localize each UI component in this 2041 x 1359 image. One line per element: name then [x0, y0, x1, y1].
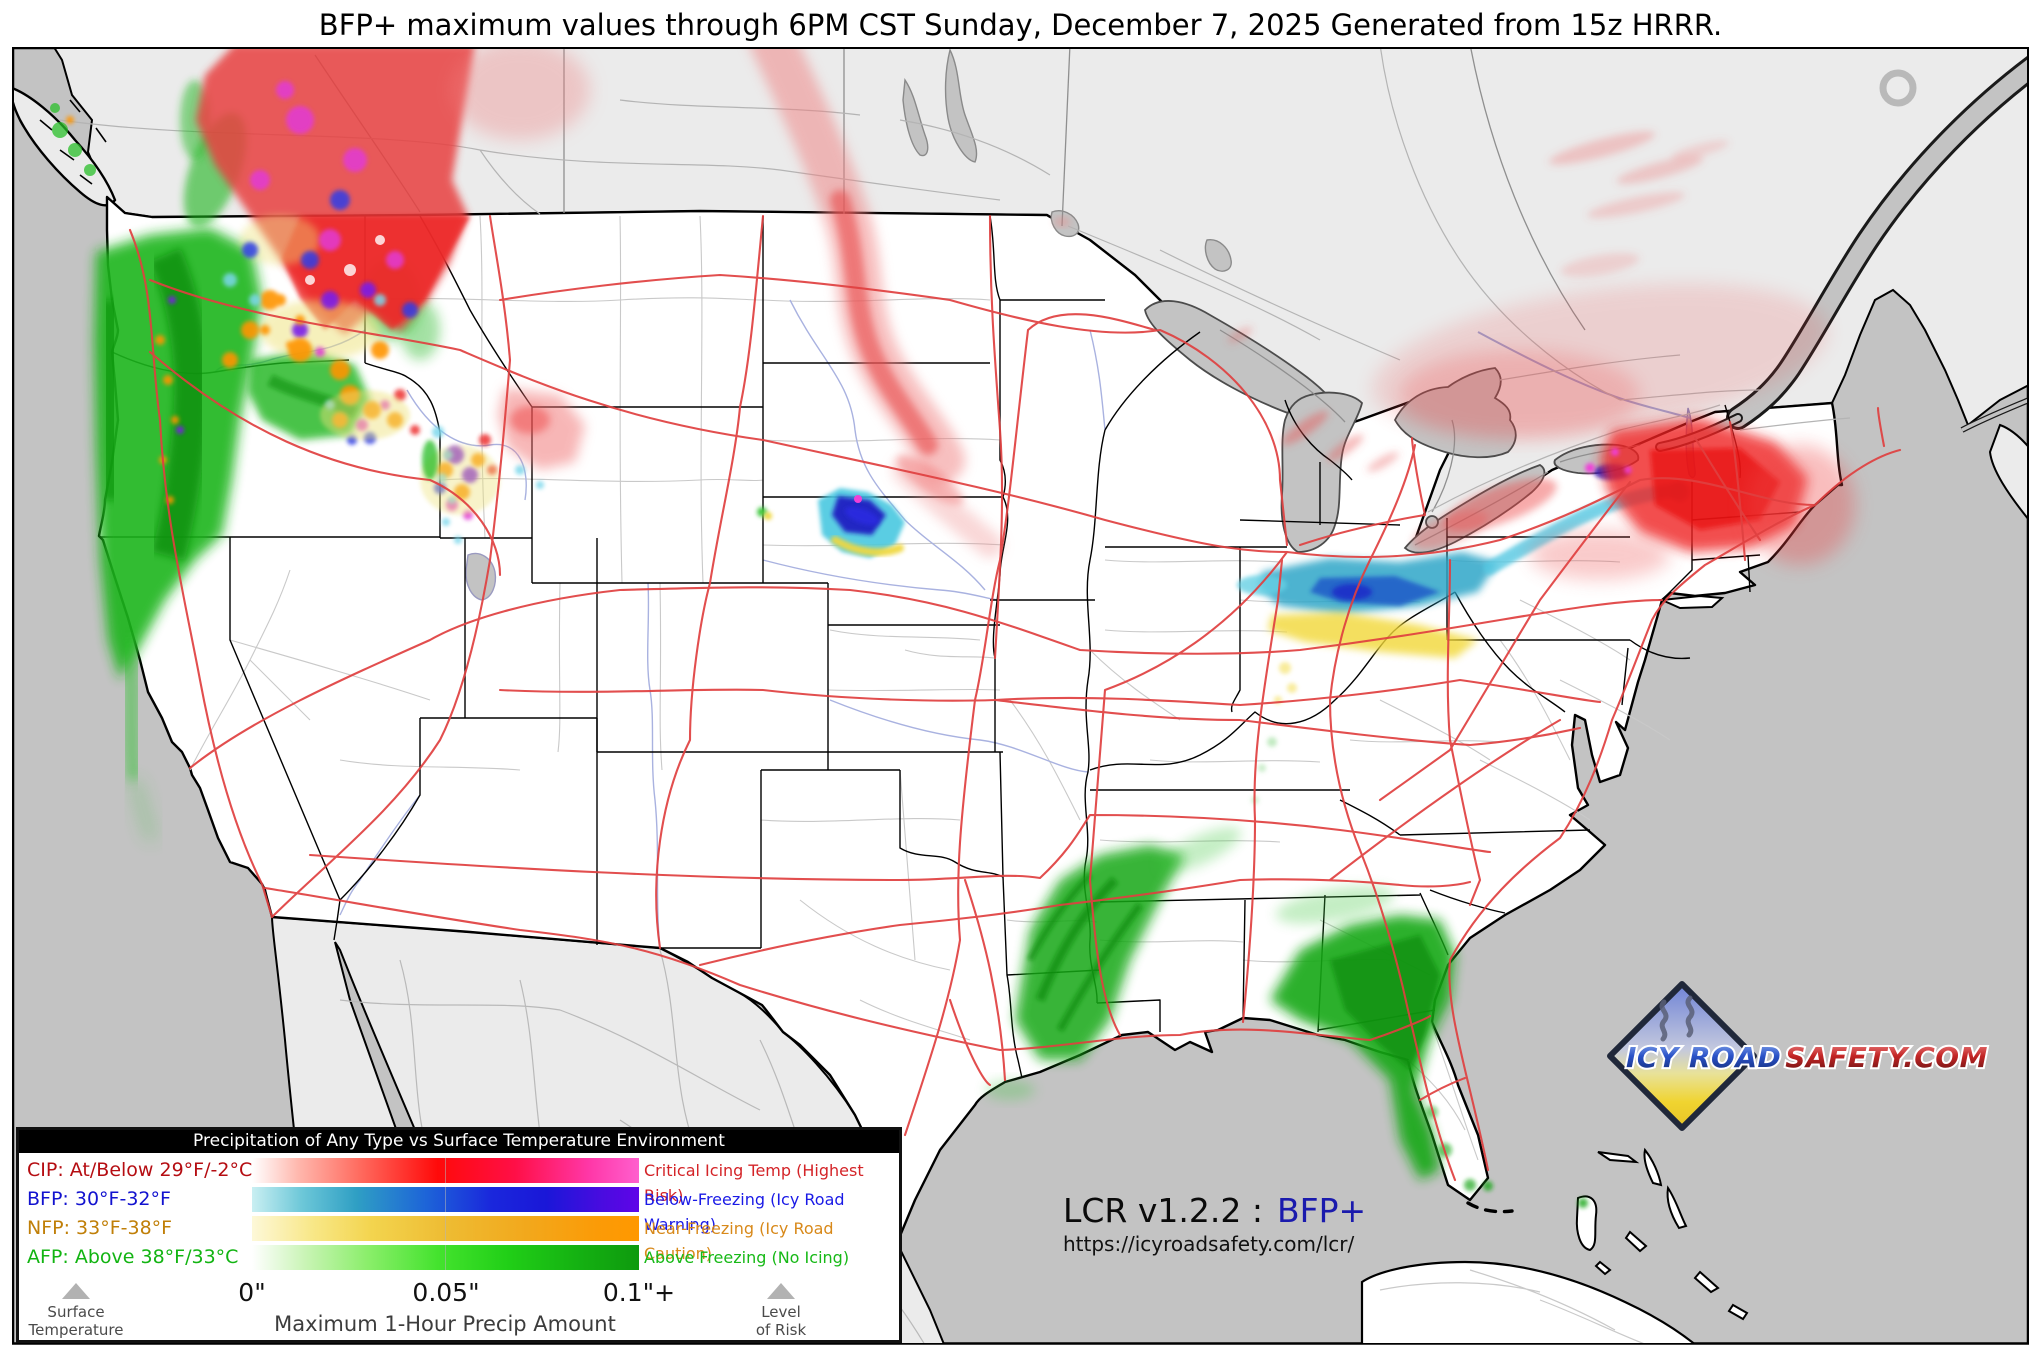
legend-risk-afp: Above Freezing (No Icing)	[644, 1248, 850, 1267]
surface-temp-caption: Surface Temperature	[28, 1303, 124, 1339]
legend-label-afp: AFP: Above 38°F/33°C	[27, 1246, 239, 1268]
level-of-risk-arrow-icon	[767, 1283, 795, 1299]
weather-overlay-south-green	[985, 827, 1588, 1208]
legend-gradient-cip	[252, 1158, 639, 1183]
logo-text-icy-road: ICY ROAD	[1626, 1041, 1781, 1074]
weather-overlay-northeast	[1372, 131, 1855, 580]
tick-0in: 0"	[238, 1278, 266, 1307]
legend-label-cip: CIP: At/Below 29°F/-2°C	[27, 1159, 253, 1181]
surface-temp-arrow-icon	[62, 1283, 90, 1299]
legend-gradient-nfp	[252, 1216, 639, 1241]
legend-title: Precipitation of Any Type vs Surface Tem…	[19, 1130, 899, 1153]
lake-winnipeg	[944, 49, 978, 163]
logo-text-safetycom: SAFETY.COM	[1785, 1041, 1988, 1074]
legend-risk-cip: Critical Icing Temp (Highest Risk)	[644, 1161, 864, 1205]
legend-row-afp: AFP: Above 38°F/33°C Above Freezing (No …	[19, 1245, 899, 1270]
legend-gradient-afp	[252, 1245, 639, 1270]
interstate-highways	[128, 214, 1902, 1182]
weather-overlay-plains-streak	[751, 49, 1070, 558]
legend-row-cip: CIP: At/Below 29°F/-2°C Critical Icing T…	[19, 1158, 899, 1205]
level-of-risk-caption: Level of Risk	[755, 1303, 807, 1339]
legend-panel: Precipitation of Any Type vs Surface Tem…	[16, 1127, 902, 1343]
legend-risk-bfp: Below-Freezing (Icy Road Warning)	[644, 1190, 845, 1234]
page-title: BFP+ maximum values through 6PM CST Sund…	[318, 8, 1723, 42]
icyroadsafety-logo: ICY ROAD SAFETY.COM	[1607, 981, 1989, 1131]
lake-manitoba	[902, 77, 929, 157]
legend-row-nfp: NFP: 33°F-38°F Near-Freezing (Icy Road C…	[19, 1216, 899, 1263]
lake-nipigon	[1204, 239, 1232, 272]
product-label: BFP+	[1276, 1191, 1367, 1230]
version-label: LCR v1.2.2 :	[1063, 1191, 1263, 1230]
website-url: https://icyroadsafety.com/lcr/	[1063, 1232, 1355, 1256]
legend-row-bfp: BFP: 30°F-32°F Below-Freezing (Icy Road …	[19, 1187, 899, 1234]
footer-info: LCR v1.2.2 : BFP+ https://icyroadsafety.c…	[1063, 1191, 1366, 1256]
legend-label-bfp: BFP: 30°F-32°F	[27, 1188, 171, 1210]
legend-gradient-bfp	[252, 1187, 639, 1212]
skid-marks-icon	[1659, 995, 1695, 1042]
legend-label-nfp: NFP: 33°F-38°F	[27, 1217, 173, 1239]
weather-overlay-rockies-mix	[66, 49, 590, 544]
us-weather-map: ICY ROAD SAFETY.COM	[12, 47, 2029, 1345]
tick-01in: 0.1"+	[602, 1278, 676, 1307]
precip-axis-label: Maximum 1-Hour Precip Amount	[274, 1312, 616, 1336]
legend-risk-nfp: Near-Freezing (Icy Road Caution)	[644, 1219, 834, 1263]
tick-005in: 0.05"	[412, 1278, 480, 1307]
